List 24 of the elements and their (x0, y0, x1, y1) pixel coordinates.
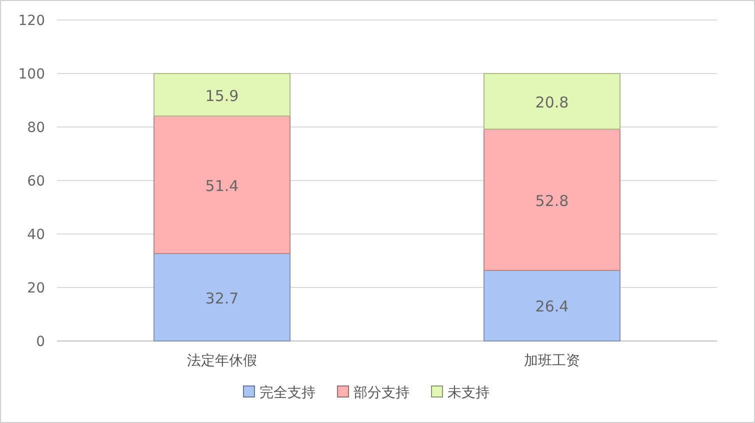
legend-label: 未支持 (448, 385, 490, 401)
bar (484, 73, 620, 130)
legend-label: 完全支持 (260, 385, 316, 401)
data-label: 20.8 (535, 93, 569, 112)
data-label: 26.4 (535, 298, 569, 316)
y-tick-label: 80 (27, 120, 45, 136)
y-tick-label: 60 (27, 174, 45, 190)
bar (154, 116, 290, 254)
y-tick-label: 100 (18, 66, 45, 82)
legend-label: 部分支持 (354, 385, 410, 401)
data-label: 52.8 (535, 192, 569, 210)
y-tick-label: 120 (18, 13, 45, 29)
bar (154, 253, 290, 342)
data-label: 15.9 (205, 86, 239, 105)
data-label: 32.7 (205, 289, 239, 308)
y-tick-label: 20 (27, 280, 45, 296)
bar (154, 73, 290, 117)
y-tick-label: 0 (36, 334, 45, 350)
bar (484, 128, 620, 271)
data-label: 51.4 (205, 176, 239, 195)
y-tick-label: 40 (27, 227, 45, 243)
x-tick-label: 加班工资 (524, 353, 580, 369)
bar (484, 270, 620, 342)
x-tick-label: 法定年休假 (187, 353, 257, 369)
